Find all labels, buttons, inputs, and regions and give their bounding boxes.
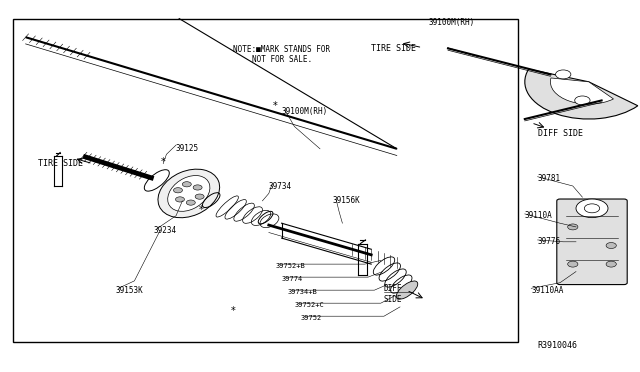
Ellipse shape [168,176,210,211]
Bar [13,19,518,342]
Ellipse shape [396,281,418,299]
Circle shape [568,261,578,267]
Ellipse shape [144,170,170,191]
Text: 39752+B: 39752+B [275,263,305,269]
Text: *: * [161,157,166,167]
Text: 39110AA: 39110AA [531,286,564,295]
Text: R3910046: R3910046 [538,341,578,350]
Text: TIRE SIDE: TIRE SIDE [371,44,416,53]
Text: 39752+C: 39752+C [294,302,324,308]
Text: 39100M(RH): 39100M(RH) [429,18,475,27]
Wedge shape [525,69,638,119]
Text: 39153K: 39153K [115,286,143,295]
Circle shape [606,243,616,248]
Text: 39100M(RH): 39100M(RH) [282,107,328,116]
Circle shape [576,199,608,218]
Text: 39734+B: 39734+B [288,289,317,295]
Circle shape [175,197,184,202]
Circle shape [182,182,191,187]
Circle shape [606,261,616,267]
Circle shape [195,194,204,199]
Circle shape [575,96,590,105]
Text: *: * [231,306,236,315]
Text: *: * [273,101,278,111]
Wedge shape [550,78,614,104]
Text: 39752: 39752 [301,315,322,321]
Circle shape [193,185,202,190]
Text: 39110A: 39110A [525,211,552,220]
Text: DIFF SIDE: DIFF SIDE [538,129,582,138]
Ellipse shape [158,169,220,218]
Text: NOTE:■MARK STANDS FOR
NOT FOR SALE.: NOTE:■MARK STANDS FOR NOT FOR SALE. [233,45,330,64]
Text: *: * [199,205,204,215]
Circle shape [186,200,195,205]
Circle shape [568,224,578,230]
Text: 39156K: 39156K [333,196,360,205]
Text: 39125: 39125 [176,144,199,153]
Circle shape [173,187,182,193]
Text: 39776: 39776 [538,237,561,246]
Text: 39781: 39781 [538,174,561,183]
FancyBboxPatch shape [557,199,627,285]
Text: 39734: 39734 [269,182,292,190]
Text: DIFF
SIDE: DIFF SIDE [384,284,403,304]
Text: 39774: 39774 [282,276,303,282]
Circle shape [556,70,571,79]
Text: 39234: 39234 [154,226,177,235]
Text: TIRE SIDE: TIRE SIDE [38,159,83,168]
